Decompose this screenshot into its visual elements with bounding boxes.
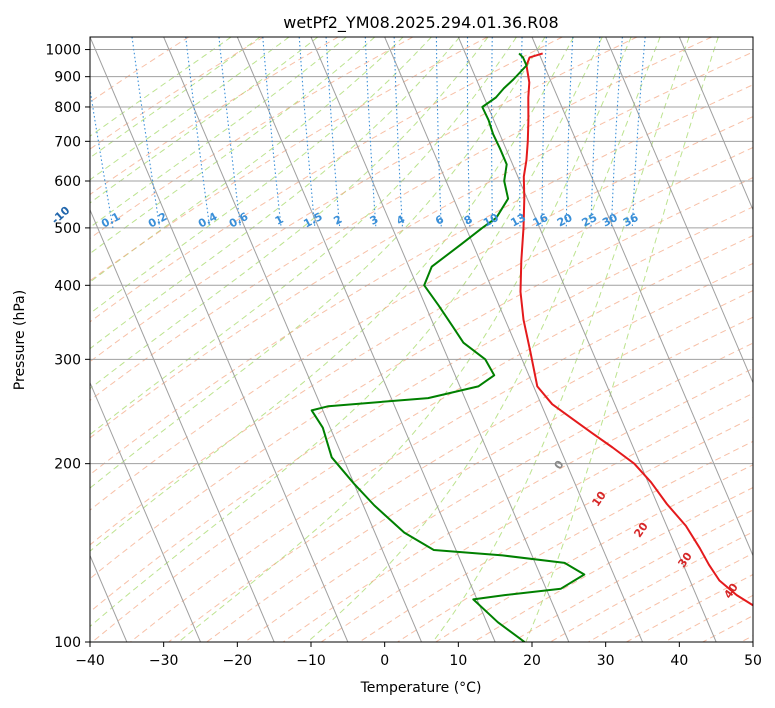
temperature-line — [519, 52, 753, 607]
y-axis-label: Pressure (hPa) — [12, 290, 28, 390]
mixing-ratio-label: 13 — [508, 211, 528, 230]
isotherm-line — [457, 37, 717, 642]
dry-adiabat-line — [90, 37, 712, 401]
moist-adiabat-line — [90, 37, 517, 436]
x-tick-label: 10 — [449, 653, 467, 669]
x-axis-ticks: −40 −30 −20 −10 0 10 20 30 40 50 — [75, 642, 762, 669]
mixing-ratio-line — [185, 37, 211, 228]
profile-series — [310, 52, 753, 642]
mixing-ratio-label: 16 — [531, 211, 551, 230]
mixing-ratio-label: 30 — [600, 211, 620, 230]
moist-adiabat-line — [178, 37, 632, 642]
dry-adiabat-line — [90, 37, 638, 363]
dry-adiabat-line — [90, 37, 339, 196]
chart-title: wetPf2_YM08.2025.294.01.36.R08 — [283, 13, 558, 33]
x-tick-label: −10 — [296, 653, 326, 669]
x-tick-label: 30 — [597, 653, 615, 669]
isotherm-line — [531, 37, 753, 557]
dry-adiabat-line — [130, 262, 753, 642]
background-grid — [90, 37, 753, 642]
x-tick-label: 50 — [744, 653, 762, 669]
mixing-ratio-label: 10 — [481, 211, 501, 230]
mixing-ratio-line — [631, 37, 646, 228]
x-tick-label: −30 — [149, 653, 179, 669]
dry-adiabat-line — [168, 290, 753, 642]
dry-adiabat-line — [244, 342, 753, 642]
mixing-ratio-line — [298, 37, 316, 228]
mixing-ratio-label: 20 — [555, 211, 575, 230]
isotherm-line — [90, 37, 349, 642]
isotherm-line — [384, 37, 643, 642]
x-tick-label: 20 — [523, 653, 541, 669]
dry-adiabat-line — [90, 146, 753, 546]
dry-adiabat-line — [90, 84, 753, 476]
y-tick-label: 500 — [54, 221, 81, 237]
mixing-ratio-line — [90, 85, 114, 228]
y-tick-label: 600 — [54, 174, 81, 190]
y-tick-label: 300 — [54, 352, 81, 368]
moist-adiabat-line — [90, 37, 432, 315]
dry-adiabat-line — [91, 234, 753, 642]
y-tick-label: 700 — [54, 134, 81, 150]
y-tick-label: 100 — [54, 635, 81, 651]
dry-adiabat-line — [282, 367, 753, 642]
y-axis-ticks: 100 200 300 400 500 600 700 800 900 1000 — [45, 43, 90, 651]
x-axis-label: Temperature (°C) — [360, 680, 482, 696]
isotherm-line — [678, 37, 753, 212]
x-tick-label: 0 — [380, 653, 389, 669]
isotherm-line — [605, 37, 753, 384]
dry-adiabat-line — [90, 37, 264, 150]
moist-adiabat-line — [432, 37, 690, 642]
mixing-ratio-line — [262, 37, 282, 228]
y-tick-label: 200 — [54, 457, 81, 473]
y-tick-label: 400 — [54, 278, 81, 294]
moist-adiabat-line — [90, 37, 261, 159]
moist-adiabat-line — [90, 37, 290, 181]
isotherm-line — [236, 37, 496, 642]
mixing-ratio-label: 25 — [580, 211, 600, 230]
y-tick-label: 900 — [54, 70, 81, 86]
x-tick-label: 40 — [670, 653, 688, 669]
mixing-ratio-label: 36 — [621, 211, 641, 230]
dewpoint-line — [310, 52, 586, 642]
x-tick-label: −40 — [75, 653, 105, 669]
isotherm-line — [90, 208, 275, 642]
moist-adiabat-line — [525, 37, 719, 642]
moist-adiabat-line — [90, 37, 404, 283]
plot-frame — [89, 36, 754, 643]
moist-adiabat-line — [307, 37, 661, 642]
moist-adiabat-line — [90, 37, 575, 552]
moist-adiabat-line — [90, 37, 232, 137]
dry-adiabat-line — [90, 37, 563, 323]
moist-adiabat-line — [90, 37, 603, 628]
y-tick-label: 1000 — [45, 43, 81, 59]
isotherm-line — [310, 37, 570, 642]
isotherm-line — [163, 37, 422, 642]
moist-adiabat-line — [90, 37, 319, 204]
mixing-ratio-line — [218, 37, 242, 228]
isotherm-line — [90, 381, 201, 642]
mixing-ratio-line — [131, 37, 161, 228]
x-tick-label: −20 — [223, 653, 253, 669]
dry-adiabat-line — [90, 177, 753, 580]
moist-adiabat-line — [90, 37, 376, 255]
y-tick-label: 800 — [54, 100, 81, 116]
moist-adiabat-line — [90, 37, 461, 350]
dry-adiabat-line — [90, 51, 753, 439]
